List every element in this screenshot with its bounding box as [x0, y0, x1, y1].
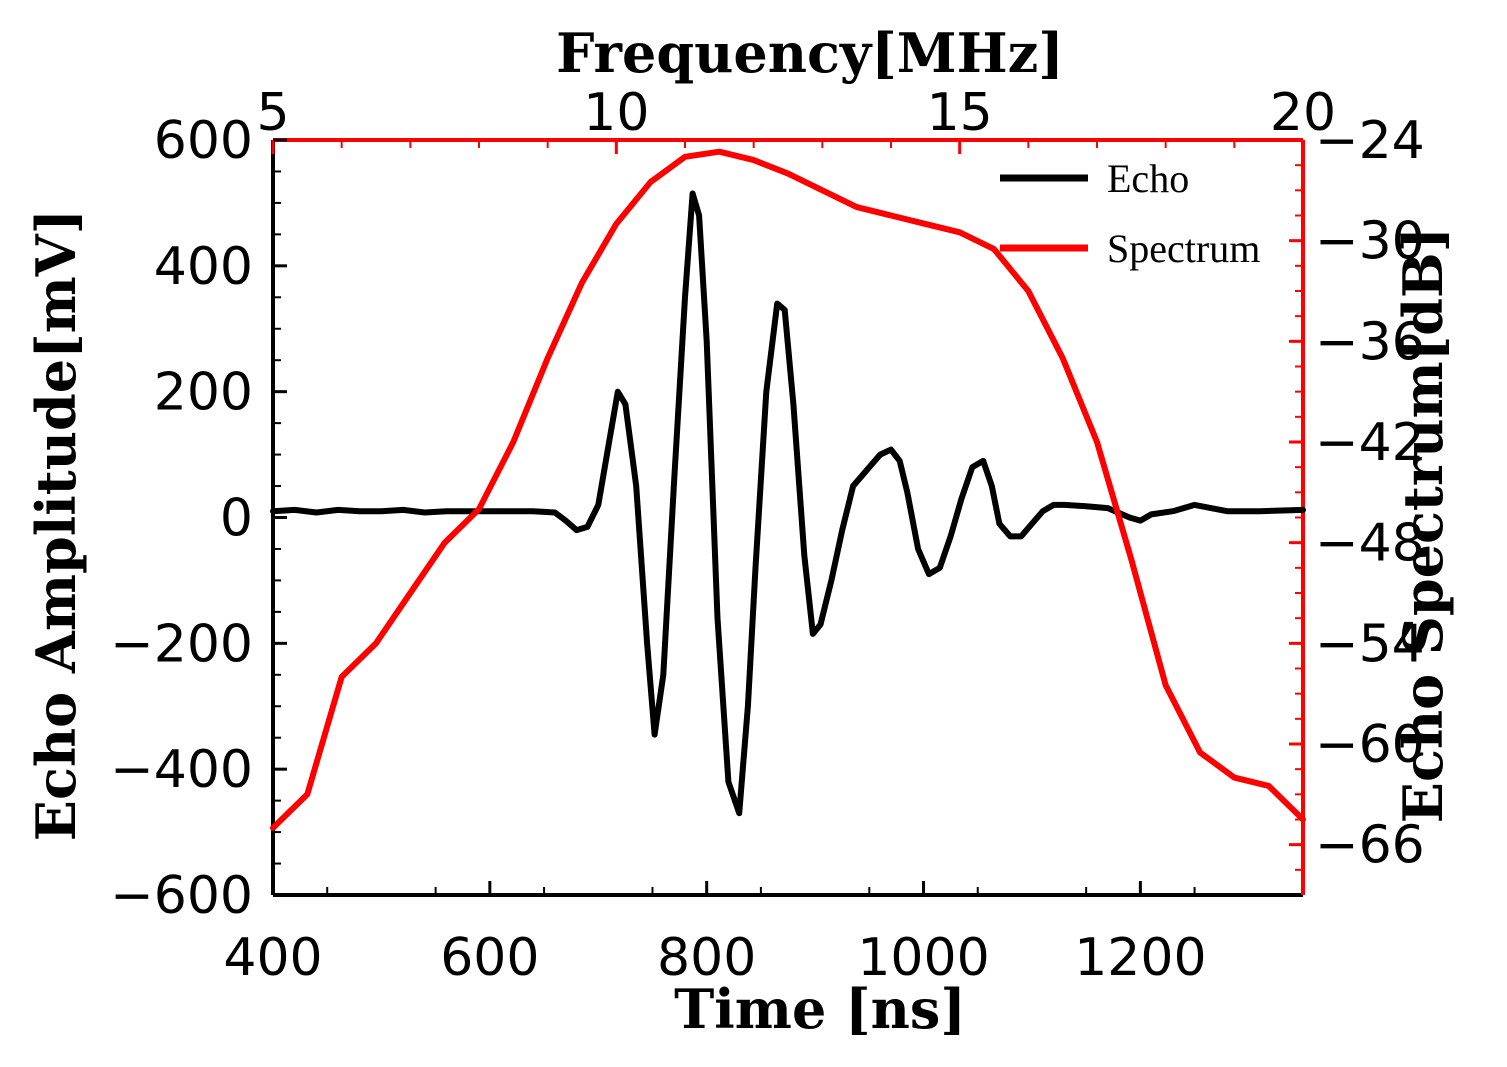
left-axis-title: Echo Amplitude[mV]	[24, 209, 88, 841]
right-tick-label: −60	[1315, 715, 1425, 775]
left-tick-label: 400	[154, 237, 253, 297]
top-tick-label: 20	[1270, 83, 1336, 143]
right-tick-label: −42	[1315, 413, 1425, 473]
legend: Echo Spectrum	[1000, 156, 1260, 271]
left-tick-label: 0	[220, 489, 253, 549]
series-echo-line	[270, 190, 1306, 817]
top-tick-label: 15	[927, 83, 993, 143]
legend-spectrum-label: Spectrum	[1107, 226, 1260, 271]
right-tick-label: −66	[1315, 816, 1425, 876]
bottom-tick-label: 400	[223, 928, 322, 988]
legend-echo-label: Echo	[1107, 156, 1189, 201]
bottom-tick-label: 800	[657, 928, 756, 988]
right-tick-label: −24	[1315, 111, 1425, 171]
left-tick-label: 600	[154, 111, 253, 171]
right-tick-label: −30	[1315, 212, 1425, 272]
bottom-tick-label: 1200	[1074, 928, 1206, 988]
bottom-tick-label: 600	[440, 928, 539, 988]
right-axis-title: Echo Spectrum[dB]	[1391, 227, 1455, 823]
left-tick-label: −600	[110, 866, 253, 926]
series-spectrum-line	[270, 148, 1306, 831]
top-tick-label: 5	[256, 83, 289, 143]
right-tick-label: −54	[1315, 614, 1425, 674]
bottom-axis-title: Time [ns]	[674, 977, 966, 1041]
top-axis-title: Frequency[MHz]	[556, 21, 1064, 85]
top-tick-label: 10	[583, 83, 649, 143]
right-tick-label: −36	[1315, 312, 1425, 372]
left-tick-label: 200	[154, 363, 253, 423]
bottom-tick-label: 1000	[857, 928, 989, 988]
left-tick-label: −200	[110, 614, 253, 674]
left-tick-label: −400	[110, 740, 253, 800]
right-tick-label: −48	[1315, 514, 1425, 574]
